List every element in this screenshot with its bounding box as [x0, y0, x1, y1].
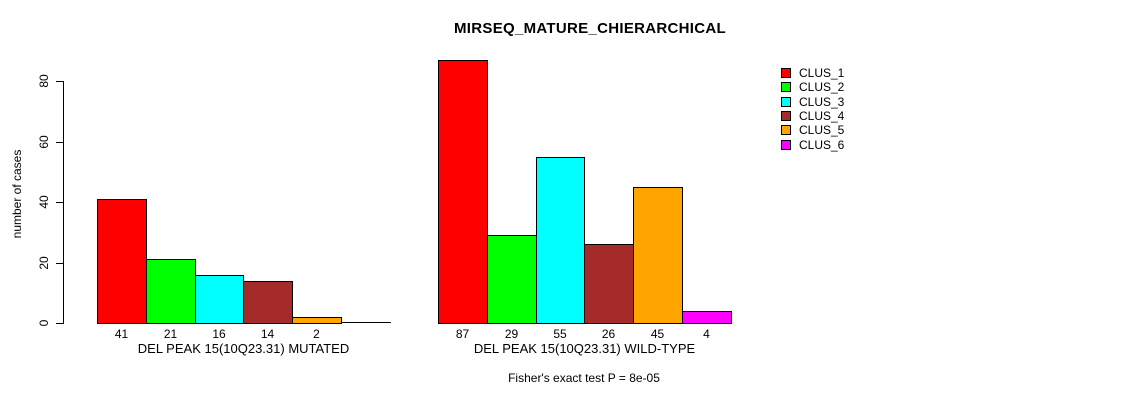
- bar-value-label: 55: [553, 327, 567, 341]
- legend-item-clus_6: CLUS_6: [781, 137, 844, 151]
- y-axis-line: [63, 81, 64, 324]
- legend-label: CLUS_5: [799, 123, 845, 138]
- bar-clus_2: [487, 235, 537, 324]
- bar-value-label: 4: [703, 327, 710, 341]
- y-axis-title: number of cases: [10, 149, 24, 239]
- y-axis-tick-label: 60: [37, 135, 51, 149]
- bar-value-label: 29: [504, 327, 519, 341]
- group-axis-label: DEL PEAK 15(10Q23.31) MUTATED: [137, 341, 350, 356]
- legend-swatch-icon: [781, 68, 791, 79]
- bar-value-label: 87: [455, 327, 470, 341]
- legend-item-clus_5: CLUS_5: [781, 123, 844, 137]
- bar-zero-clus_6: [341, 322, 391, 323]
- bar-clus_4: [584, 244, 634, 324]
- legend-item-clus_3: CLUS_3: [781, 95, 844, 109]
- bar-value-label: 45: [650, 327, 665, 341]
- y-axis-tick: [56, 142, 63, 143]
- bar-clus_5: [292, 317, 342, 324]
- legend-label: CLUS_6: [799, 137, 845, 152]
- legend-label: CLUS_3: [799, 94, 845, 109]
- bar-value-label: 16: [212, 327, 226, 341]
- bar-value-label: 14: [260, 327, 275, 341]
- y-axis-tick: [56, 323, 63, 324]
- bar-clus_3: [195, 275, 244, 324]
- legend-swatch-icon: [781, 139, 791, 150]
- legend-label: CLUS_4: [799, 109, 845, 124]
- bar-value-label: 21: [163, 327, 178, 341]
- legend-label: CLUS_2: [799, 80, 845, 95]
- y-axis-tick: [56, 263, 63, 264]
- legend-item-clus_2: CLUS_2: [781, 80, 844, 94]
- bar-clus_1: [97, 199, 147, 324]
- y-axis-tick: [56, 81, 63, 82]
- bar-value-label: 26: [601, 327, 616, 341]
- legend: CLUS_1 CLUS_2 CLUS_3 CLUS_4 CLUS_5 CLUS_6: [781, 66, 844, 152]
- fisher-test-annotation: Fisher's exact test P = 8e-05: [508, 371, 660, 385]
- y-axis-tick: [56, 202, 63, 203]
- bar-value-label: 2: [313, 327, 320, 341]
- group-axis-label: DEL PEAK 15(10Q23.31) WILD-TYPE: [473, 341, 696, 356]
- bar-clus_3: [536, 157, 585, 324]
- legend-item-clus_1: CLUS_1: [781, 66, 844, 80]
- chart-title: MIRSEQ_MATURE_CHIERARCHICAL: [454, 20, 726, 37]
- y-axis-tick-label: 80: [37, 74, 51, 88]
- bar-clus_2: [146, 259, 196, 324]
- y-axis-tick-label: 20: [37, 256, 51, 270]
- bar-clus_5: [633, 187, 683, 324]
- y-axis-tick-label: 40: [37, 195, 51, 209]
- legend-swatch-icon: [781, 111, 791, 122]
- legend-swatch-icon: [781, 96, 791, 107]
- legend-swatch-icon: [781, 82, 791, 93]
- bar-clus_1: [438, 60, 488, 324]
- bar-value-label: 41: [114, 327, 129, 341]
- legend-swatch-icon: [781, 125, 791, 136]
- legend-item-clus_4: CLUS_4: [781, 109, 844, 123]
- bar-clus_4: [243, 281, 293, 324]
- legend-label: CLUS_1: [799, 66, 845, 81]
- bar-clus_6: [682, 311, 732, 324]
- y-axis-tick-label: 0: [37, 319, 51, 327]
